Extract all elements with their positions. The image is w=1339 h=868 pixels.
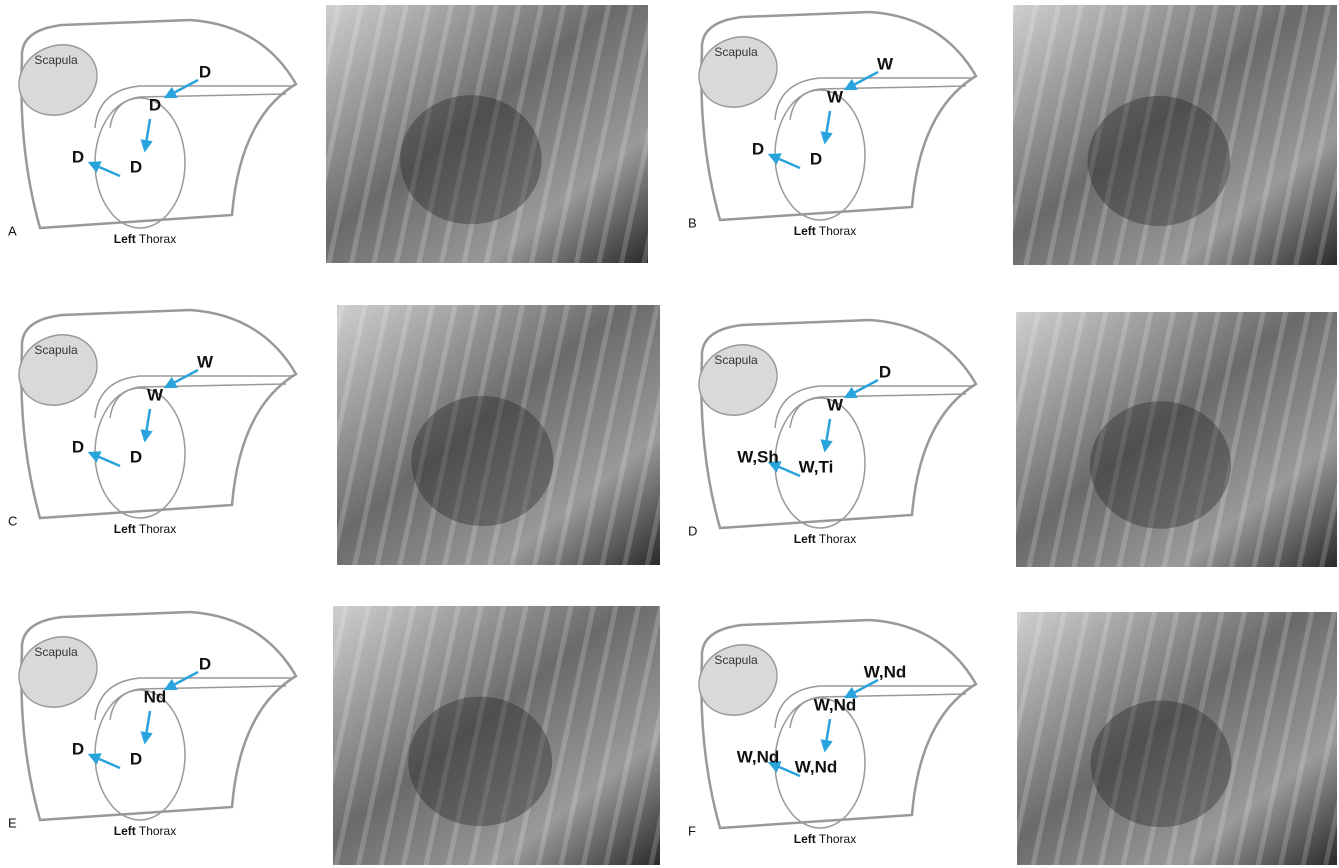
caption-bold: Left — [114, 232, 136, 246]
panel-letter: F — [688, 823, 696, 838]
panel: Scapula W W D D B Left Thorax — [687, 12, 976, 238]
trachea — [95, 86, 292, 128]
region-label: W,Nd — [814, 695, 857, 714]
region-label: W,Nd — [795, 757, 838, 776]
region-label: D — [199, 654, 211, 673]
region-label: W,Nd — [737, 747, 780, 766]
caption-text: Thorax — [819, 832, 856, 846]
region-label: D — [879, 362, 891, 381]
caption-text: Thorax — [139, 824, 176, 838]
caption-text: Thorax — [139, 232, 176, 246]
arrow — [145, 409, 150, 440]
caption: Left Thorax — [114, 522, 176, 536]
region-label: D — [752, 139, 764, 158]
scapula-label: Scapula — [714, 353, 758, 367]
panel-letter: D — [688, 523, 697, 538]
arrow — [825, 419, 830, 450]
caption: Left Thorax — [114, 232, 176, 246]
scapula-label: Scapula — [34, 645, 78, 659]
region-label: Nd — [144, 687, 167, 706]
region-label: D — [149, 95, 161, 114]
arrow — [846, 680, 878, 697]
panel: Scapula D D D D A Left Thorax — [7, 20, 296, 246]
arrow — [145, 711, 150, 742]
panel-letter: A — [8, 223, 17, 238]
region-label: W,Sh — [737, 447, 779, 466]
arrow — [846, 380, 878, 397]
region-label: D — [130, 447, 142, 466]
region-label: D — [72, 437, 84, 456]
arrow — [166, 370, 198, 387]
arrow — [145, 119, 150, 150]
panel-letter: E — [8, 815, 17, 830]
region-label: W — [197, 352, 214, 371]
caption-bold: Left — [794, 832, 816, 846]
arrow — [825, 719, 830, 750]
radiograph-shadow — [400, 95, 542, 224]
panel: Scapula D Nd D D E Left Thorax — [7, 612, 296, 838]
panel: Scapula D W W,Ti W,Sh D Left Thorax — [687, 320, 976, 546]
arrow — [166, 80, 198, 97]
region-label: D — [130, 749, 142, 768]
arrow — [166, 672, 198, 689]
scapula-label: Scapula — [714, 653, 758, 667]
caption-text: Thorax — [819, 224, 856, 238]
caption-bold: Left — [794, 532, 816, 546]
panel-letter: C — [8, 513, 17, 528]
trachea — [95, 678, 292, 720]
region-label: D — [72, 147, 84, 166]
arrow — [846, 72, 878, 89]
radiograph-shadow — [408, 697, 552, 827]
radiograph-shadow — [1088, 96, 1231, 226]
region-label: W,Ti — [799, 457, 834, 476]
region-label: D — [130, 157, 142, 176]
caption: Left Thorax — [794, 532, 856, 546]
caption-text: Thorax — [139, 522, 176, 536]
caption-bold: Left — [794, 224, 816, 238]
radiograph-shadow — [1091, 701, 1232, 828]
region-label: W — [147, 385, 164, 404]
region-label: D — [199, 62, 211, 81]
figure: Scapula D D D D A Left Thorax Scapula W W D D B Left … — [0, 0, 1339, 868]
scapula-label: Scapula — [34, 53, 78, 67]
arrow — [825, 111, 830, 142]
trachea — [95, 376, 292, 418]
region-label: W — [827, 395, 844, 414]
region-label: W — [827, 87, 844, 106]
scapula-label: Scapula — [34, 343, 78, 357]
panel: Scapula W,Nd W,Nd W,Nd W,Nd F Left Thorax — [687, 620, 976, 846]
trachea — [775, 686, 972, 728]
caption: Left Thorax — [114, 824, 176, 838]
region-label: D — [72, 739, 84, 758]
region-label: W — [877, 54, 894, 73]
panel-letter: B — [688, 215, 697, 230]
scapula-label: Scapula — [714, 45, 758, 59]
panel: Scapula W W D D C Left Thorax — [7, 310, 296, 536]
caption-bold: Left — [114, 824, 136, 838]
caption: Left Thorax — [794, 832, 856, 846]
trachea — [775, 78, 972, 120]
region-label: D — [810, 149, 822, 168]
caption-bold: Left — [114, 522, 136, 536]
radiograph-shadow — [411, 396, 553, 526]
trachea — [775, 386, 972, 428]
radiograph-shadow — [1090, 401, 1231, 529]
region-label: W,Nd — [864, 662, 907, 681]
caption: Left Thorax — [794, 224, 856, 238]
caption-text: Thorax — [819, 532, 856, 546]
